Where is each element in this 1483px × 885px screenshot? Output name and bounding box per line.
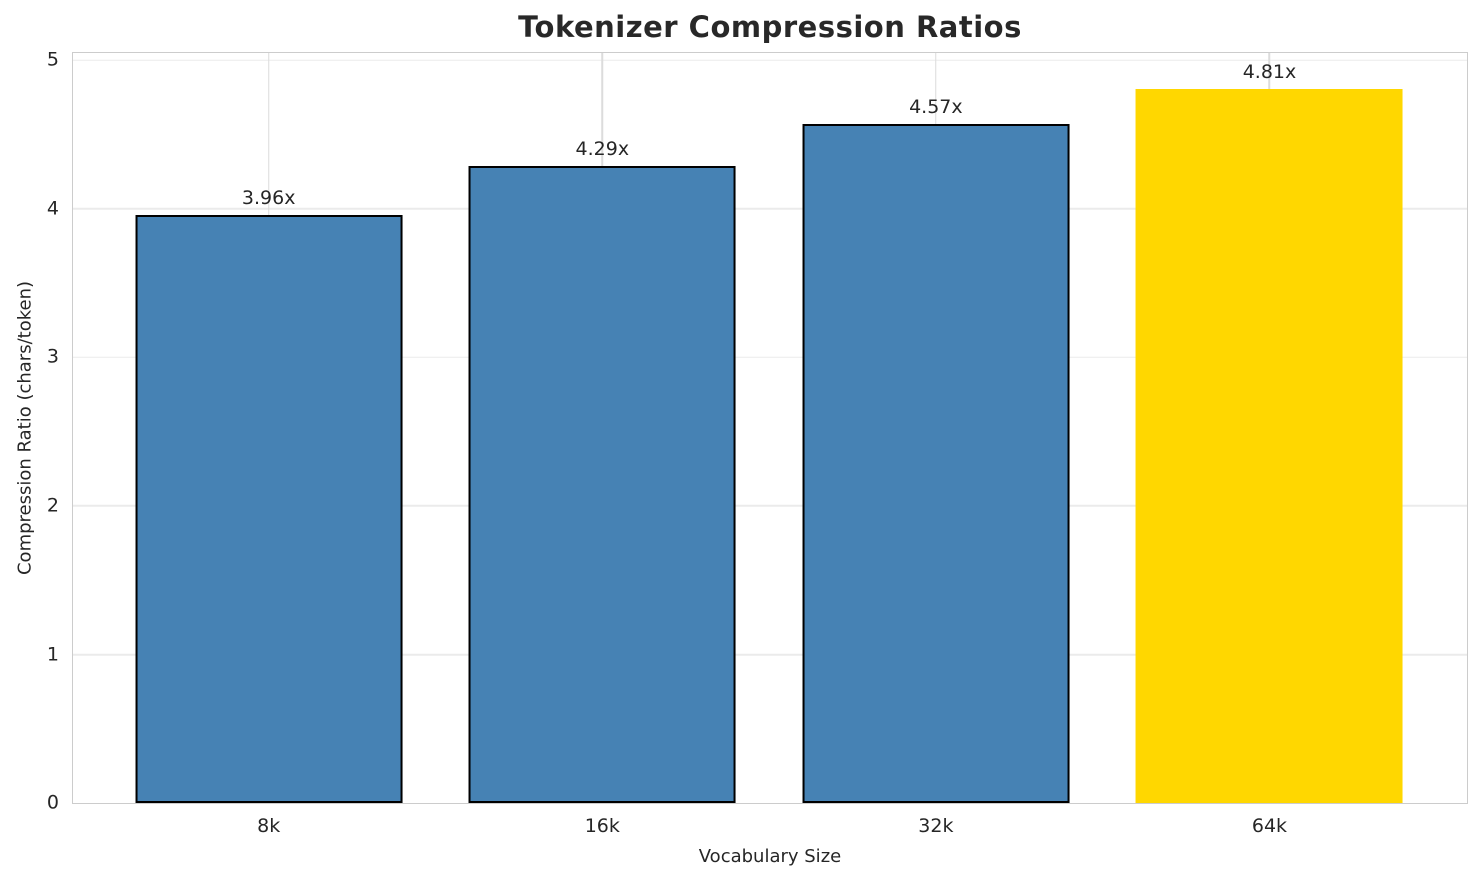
x-tick-label: 16k [584,815,620,837]
x-axis-label: Vocabulary Size [698,846,842,867]
bar-64k [1136,88,1403,803]
plot-area: 0 1 2 3 4 5 3.96x 8k 4.29x 16k 4.57x 32k 4.81x 64k [47,50,1468,837]
bar-value-label: 4.81x [1242,60,1297,83]
bar-value-label: 4.57x [909,96,963,119]
bar-16k [468,165,736,803]
bar-32k [802,124,1070,803]
bar-value-label: 3.96x [241,186,296,209]
bar-8k [135,214,403,803]
x-tick-label: 32k [918,815,954,837]
y-tick-label: 5 [46,48,59,71]
y-tick-label: 2 [46,494,59,517]
y-axis-label: Compression Ratio (chars/token) [14,280,36,576]
x-tick-label: 64k [1251,815,1288,837]
y-tick-label: 4 [46,197,59,220]
chart-title: Tokenizer Compression Ratios [518,10,1022,44]
x-tick-label: 8k [257,815,281,837]
bar-value-label: 4.29x [575,137,630,160]
y-tick-label: 0 [46,791,59,814]
y-tick-label: 3 [46,345,59,368]
y-tick-label: 1 [46,643,59,665]
